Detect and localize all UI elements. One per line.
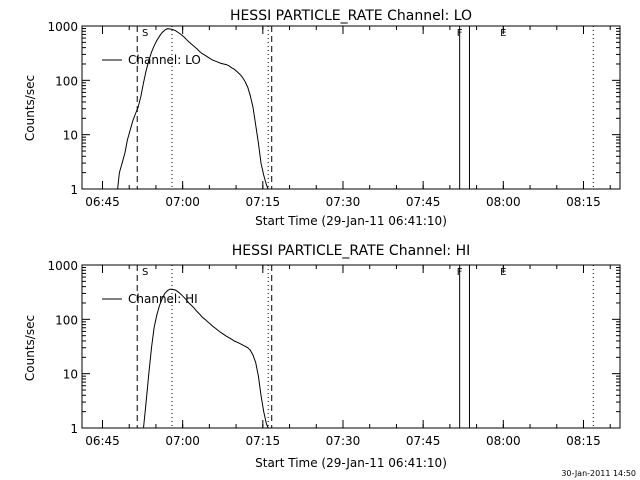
- y-tick-label: 1: [70, 183, 78, 197]
- plot-frame: [81, 25, 621, 190]
- chart-panel-hi: HESSI PARTICLE_RATE Channel: HI Start Ti…: [23, 243, 621, 470]
- chart-title: HESSI PARTICLE_RATE Channel: HI: [232, 243, 470, 259]
- x-tick-label: 07:45: [406, 195, 441, 209]
- x-tick-label: 07:00: [165, 195, 200, 209]
- y-tick-label: 1000: [47, 259, 78, 273]
- y-tick-label: 10: [63, 368, 78, 382]
- y-tick-label: 100: [55, 74, 78, 88]
- event-marker-e: E: [500, 267, 506, 278]
- x-tick-label: 07:15: [246, 434, 281, 448]
- event-marker-e: E: [500, 28, 506, 39]
- x-axis-label: Start Time (29-Jan-11 06:41:10): [255, 214, 447, 228]
- y-tick-label: 1000: [47, 20, 78, 34]
- x-tick-label: 08:15: [566, 195, 601, 209]
- plot-frame: [81, 264, 621, 429]
- event-marker-s: S: [142, 267, 148, 278]
- x-tick-label: 06:45: [85, 434, 120, 448]
- x-tick-label: 06:45: [85, 195, 120, 209]
- x-tick-label: 07:15: [246, 195, 281, 209]
- x-axis-label: Start Time (29-Jan-11 06:41:10): [255, 456, 447, 470]
- event-marker-f: F: [457, 28, 463, 39]
- x-tick-label: 07:00: [165, 434, 200, 448]
- x-tick-label: 07:45: [406, 434, 441, 448]
- y-tick-label: 1: [70, 422, 78, 436]
- x-tick-label: 07:30: [326, 434, 361, 448]
- series-line: [117, 28, 270, 190]
- event-marker-s: S: [142, 28, 148, 39]
- chart-panel-lo: HESSI PARTICLE_RATE Channel: LO Start Ti…: [23, 8, 621, 228]
- y-axis-label: Counts/sec: [23, 75, 37, 141]
- x-tick-label: 07:30: [326, 195, 361, 209]
- legend-label: Channel: LO: [128, 53, 201, 67]
- legend-label: Channel: HI: [128, 292, 198, 306]
- x-tick-label: 08:15: [566, 434, 601, 448]
- series-line: [143, 288, 269, 429]
- x-tick-label: 08:00: [486, 434, 521, 448]
- footer-timestamp: 30-Jan-2011 14:50: [561, 469, 636, 478]
- y-axis-label: Counts/sec: [23, 315, 37, 381]
- y-tick-label: 10: [63, 129, 78, 143]
- event-marker-f: F: [457, 267, 463, 278]
- y-tick-label: 100: [55, 313, 78, 327]
- x-tick-label: 08:00: [486, 195, 521, 209]
- chart-title: HESSI PARTICLE_RATE Channel: LO: [230, 8, 472, 24]
